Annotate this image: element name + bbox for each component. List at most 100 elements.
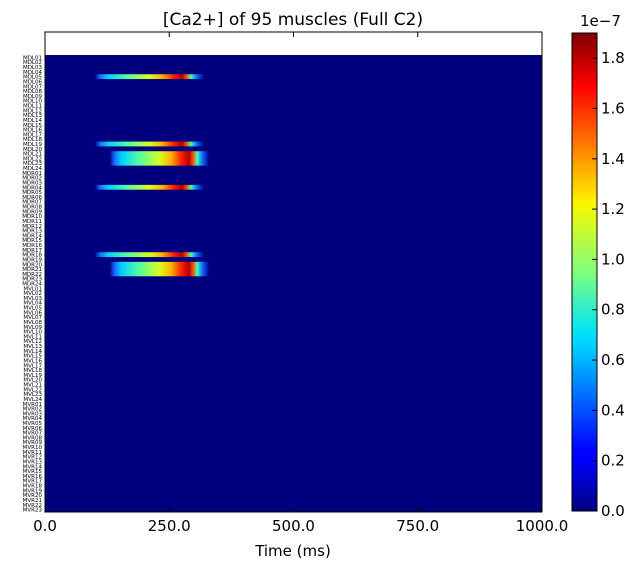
row-label: MVR16 [23, 474, 43, 480]
x-tick-label: 250.0 [148, 517, 191, 535]
row-label: MVL21 [23, 383, 42, 389]
row-label: MVR08 [23, 435, 43, 441]
row-label: MDL05 [23, 75, 43, 81]
row-label: MVR12 [23, 455, 42, 461]
colorbar-tick-label: 1.8 [601, 49, 625, 67]
heatmap-background [45, 55, 542, 512]
row-label: MVR21 [23, 498, 42, 504]
row-label: MDR17 [22, 248, 42, 254]
row-label: MDL24 [23, 166, 43, 172]
row-label: MVR23 [23, 508, 43, 514]
colorbar-gradient [572, 33, 597, 511]
row-label: MVL19 [23, 373, 42, 379]
row-label: MDR14 [22, 233, 42, 239]
row-label: MDR08 [22, 205, 42, 211]
row-label: MDL16 [23, 128, 43, 134]
row-label: MDL12 [23, 108, 42, 114]
colorbar: 0.0 0.2 0.4 0.6 0.8 1.0 1.2 1.6 1.8 1.4 1e−7 [571, 12, 625, 520]
colorbar-multiplier: 1e−7 [580, 12, 621, 30]
row-label: MDL06 [23, 79, 43, 85]
row-label: MVL23 [23, 392, 42, 398]
row-label: MVR07 [23, 431, 43, 437]
row-label: MDL15 [23, 123, 43, 129]
row-label: MVL10 [23, 330, 42, 336]
row-label: MDR06 [22, 195, 42, 201]
row-label: MVR03 [23, 411, 43, 417]
plot-empty-strip [45, 32, 542, 55]
row-label: MDR05 [22, 190, 42, 196]
row-label: MDL04 [23, 70, 43, 76]
row-label: MVL14 [23, 349, 42, 355]
row-label: MDL21 [23, 152, 42, 158]
row-label: MVR15 [23, 469, 43, 475]
row-label: MDL19 [23, 142, 43, 148]
heat-band [109, 261, 210, 277]
x-tick-label: 0.0 [33, 517, 57, 535]
x-tick-label: 750.0 [396, 517, 439, 535]
row-label: MVL16 [23, 358, 42, 364]
row-label: MVL02 [23, 291, 42, 297]
row-label: MDR16 [22, 243, 42, 249]
row-label: MVL06 [23, 310, 42, 316]
row-label: MVR19 [23, 488, 43, 494]
row-label: MVL13 [23, 344, 42, 350]
row-label: MVL18 [23, 368, 42, 374]
row-label: MDL11 [23, 104, 42, 110]
row-label: MDR09 [22, 209, 42, 215]
row-label: MDL18 [23, 137, 43, 143]
row-label: MVL20 [23, 378, 42, 384]
row-label: MVL11 [23, 334, 42, 340]
row-label: MVL01 [23, 286, 42, 292]
row-label: MVL03 [23, 296, 42, 302]
row-label: MDR02 [22, 176, 42, 182]
colorbar-tick-label: 1.4 [601, 150, 625, 168]
row-label: MDR10 [22, 214, 42, 220]
row-label: MDL03 [23, 65, 43, 71]
heat-band [109, 151, 210, 166]
row-label: MDR23 [22, 277, 42, 283]
row-label: MDR04 [22, 185, 42, 191]
row-label: MVL17 [23, 363, 42, 369]
row-label: MDR01 [22, 171, 42, 177]
heat-band [94, 74, 205, 80]
heat-band [94, 141, 205, 147]
row-label: MDR22 [22, 272, 42, 278]
row-label: MDR13 [22, 229, 42, 235]
row-label: MVR20 [23, 493, 43, 499]
row-label: MVL24 [23, 397, 42, 403]
colorbar-tick-label: 1.0 [601, 250, 625, 268]
colorbar-tick-label: 0.2 [601, 452, 625, 470]
row-label: MVL12 [23, 339, 42, 345]
row-label: MVR05 [23, 421, 43, 427]
row-label: MVR06 [23, 426, 43, 432]
row-label: MDL23 [23, 161, 43, 167]
row-label: MVR17 [23, 479, 43, 485]
row-label: MVR02 [23, 407, 42, 413]
row-label: MDL20 [23, 147, 43, 153]
row-label: MDR11 [22, 219, 42, 225]
row-label: MVR22 [23, 503, 42, 509]
colorbar-tick-label: 0.8 [601, 301, 625, 319]
colorbar-tick-label: 0.0 [601, 502, 625, 520]
row-label: MDL17 [23, 132, 43, 138]
row-label: MDR07 [22, 200, 42, 206]
row-label: MDR19 [22, 257, 42, 263]
row-label: MVL08 [23, 320, 42, 326]
row-label: MVL04 [23, 301, 42, 307]
row-label: MDL09 [23, 94, 43, 100]
row-label: MDL10 [23, 99, 43, 105]
row-label: MDR20 [22, 262, 42, 268]
heat-band [94, 184, 205, 190]
colorbar-tick-label: 1.6 [601, 99, 625, 117]
row-label: MVR14 [23, 464, 43, 470]
row-label: MDL13 [23, 113, 43, 119]
colorbar-tick-label: 0.4 [601, 401, 625, 419]
colorbar-tick-label: 1.2 [601, 200, 625, 218]
row-label: MVL15 [23, 354, 42, 360]
row-label: MVR09 [23, 440, 43, 446]
row-label: MDL02 [23, 60, 42, 66]
row-label: MDR03 [22, 180, 42, 186]
row-label: MDL01 [23, 55, 42, 61]
x-tick-label: 1000.0 [516, 517, 569, 535]
